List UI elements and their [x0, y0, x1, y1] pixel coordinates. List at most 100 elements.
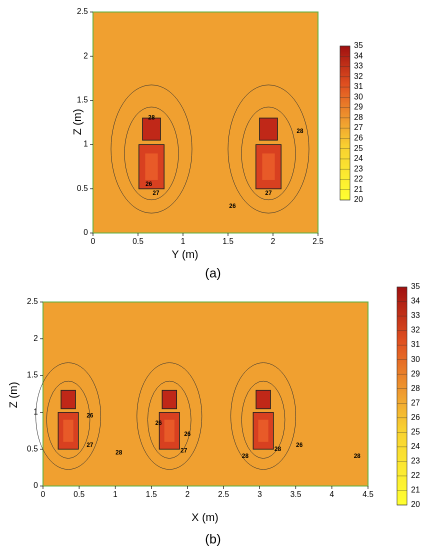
colorbar-label: 20	[411, 500, 420, 509]
contour-label: 27	[265, 191, 272, 197]
colorbar-label: 23	[354, 164, 363, 173]
contour-label: 28	[115, 450, 122, 456]
plot-area	[42, 301, 369, 487]
contour-line	[241, 106, 296, 201]
y-tick-label: 1.5	[77, 96, 89, 105]
core-warm	[145, 153, 158, 180]
x-tick-label: 1.5	[146, 490, 158, 499]
contour-label: 27	[87, 443, 94, 449]
contour-label: 26	[145, 182, 152, 188]
contour-label: 26	[184, 432, 191, 438]
colorbar-label: 27	[354, 123, 363, 132]
core-warm	[258, 419, 269, 442]
y-axis-label: Z (m)	[72, 109, 84, 135]
x-tick-label: 4.5	[362, 490, 374, 499]
contour-label: 26	[229, 204, 236, 210]
x-tick-label: 0	[91, 237, 96, 246]
x-tick-label: 1.5	[222, 237, 234, 246]
contour-label: 26	[296, 443, 303, 449]
colorbar-label: 28	[354, 113, 363, 122]
colorbar-label: 26	[411, 413, 420, 422]
colorbar-label: 21	[411, 486, 420, 495]
x-tick-label: 2	[271, 237, 276, 246]
contour-line	[110, 84, 193, 214]
y-tick-label: 2.5	[77, 7, 89, 16]
y-tick-label: 2	[84, 51, 89, 60]
x-tick-label: 2	[185, 490, 190, 499]
colorbar	[339, 45, 351, 201]
contour-line	[241, 380, 286, 459]
colorbar-label: 25	[411, 427, 420, 436]
contour-label: 28	[354, 454, 361, 460]
y-tick-label: 0	[34, 481, 39, 490]
y-tick-label: 0	[84, 228, 89, 237]
colorbar-label: 35	[411, 282, 420, 291]
y-tick-label: 1	[84, 140, 89, 149]
colorbar-label: 30	[354, 92, 363, 101]
y-axis-label: Z (m)	[8, 382, 20, 408]
x-tick-label: 1	[181, 237, 186, 246]
colorbar-label: 34	[354, 51, 363, 60]
x-tick-label: 0.5	[132, 237, 144, 246]
x-axis-label: X (m)	[192, 512, 219, 524]
contour-line	[124, 106, 179, 201]
colorbar	[396, 286, 408, 506]
x-tick-label: 2.5	[218, 490, 230, 499]
panel-label: (b)	[205, 531, 221, 546]
contour-label: 28	[242, 454, 249, 460]
core-warm	[164, 419, 175, 442]
colorbar-label: 31	[411, 340, 420, 349]
x-tick-label: 1	[113, 490, 118, 499]
colorbar-label: 35	[354, 41, 363, 50]
colorbar-label: 31	[354, 82, 363, 91]
colorbar-label: 28	[411, 384, 420, 393]
colorbar-label: 25	[354, 144, 363, 153]
contour-line	[227, 84, 310, 214]
contour-label: 28	[274, 447, 281, 453]
core-warm	[262, 153, 275, 180]
x-tick-label: 3	[257, 490, 262, 499]
head-warm	[255, 389, 271, 410]
y-tick-label: 0.5	[27, 444, 39, 453]
contour-label: 27	[153, 191, 160, 197]
contour-label: 28	[297, 129, 304, 135]
colorbar-label: 32	[411, 326, 420, 335]
head-warm	[259, 117, 278, 141]
colorbar-label: 26	[354, 134, 363, 143]
colorbar-label: 27	[411, 398, 420, 407]
plot-area	[92, 11, 319, 234]
colorbar-label: 29	[411, 369, 420, 378]
colorbar-label: 22	[411, 471, 420, 480]
contour-label: 28	[148, 116, 155, 122]
colorbar-label: 32	[354, 72, 363, 81]
contour-line	[230, 362, 297, 470]
colorbar-label: 34	[411, 297, 420, 306]
colorbar-label: 33	[354, 62, 363, 71]
colorbar-label: 29	[354, 103, 363, 112]
head-warm	[161, 389, 178, 410]
contour-line	[35, 362, 102, 470]
y-tick-label: 0.5	[77, 184, 89, 193]
colorbar-label: 24	[354, 154, 363, 163]
x-tick-label: 2.5	[312, 237, 324, 246]
contour-label: 26	[87, 414, 94, 420]
colorbar-label: 24	[411, 442, 420, 451]
y-tick-label: 2	[34, 334, 39, 343]
x-axis-label: Y (m)	[172, 249, 199, 261]
x-tick-label: 0.5	[74, 490, 86, 499]
colorbar-label: 23	[411, 457, 420, 466]
head-warm	[60, 389, 76, 410]
colorbar-label: 20	[354, 195, 363, 204]
y-tick-label: 1	[34, 408, 39, 417]
colorbar-label: 33	[411, 311, 420, 320]
y-tick-label: 2.5	[27, 297, 39, 306]
contour-line	[46, 380, 91, 459]
x-tick-label: 4	[330, 490, 335, 499]
contour-label: 27	[180, 448, 187, 454]
contour-label: 26	[155, 421, 162, 427]
panel-label: (a)	[205, 265, 221, 280]
contour-line	[147, 380, 192, 459]
head-warm	[142, 117, 161, 141]
